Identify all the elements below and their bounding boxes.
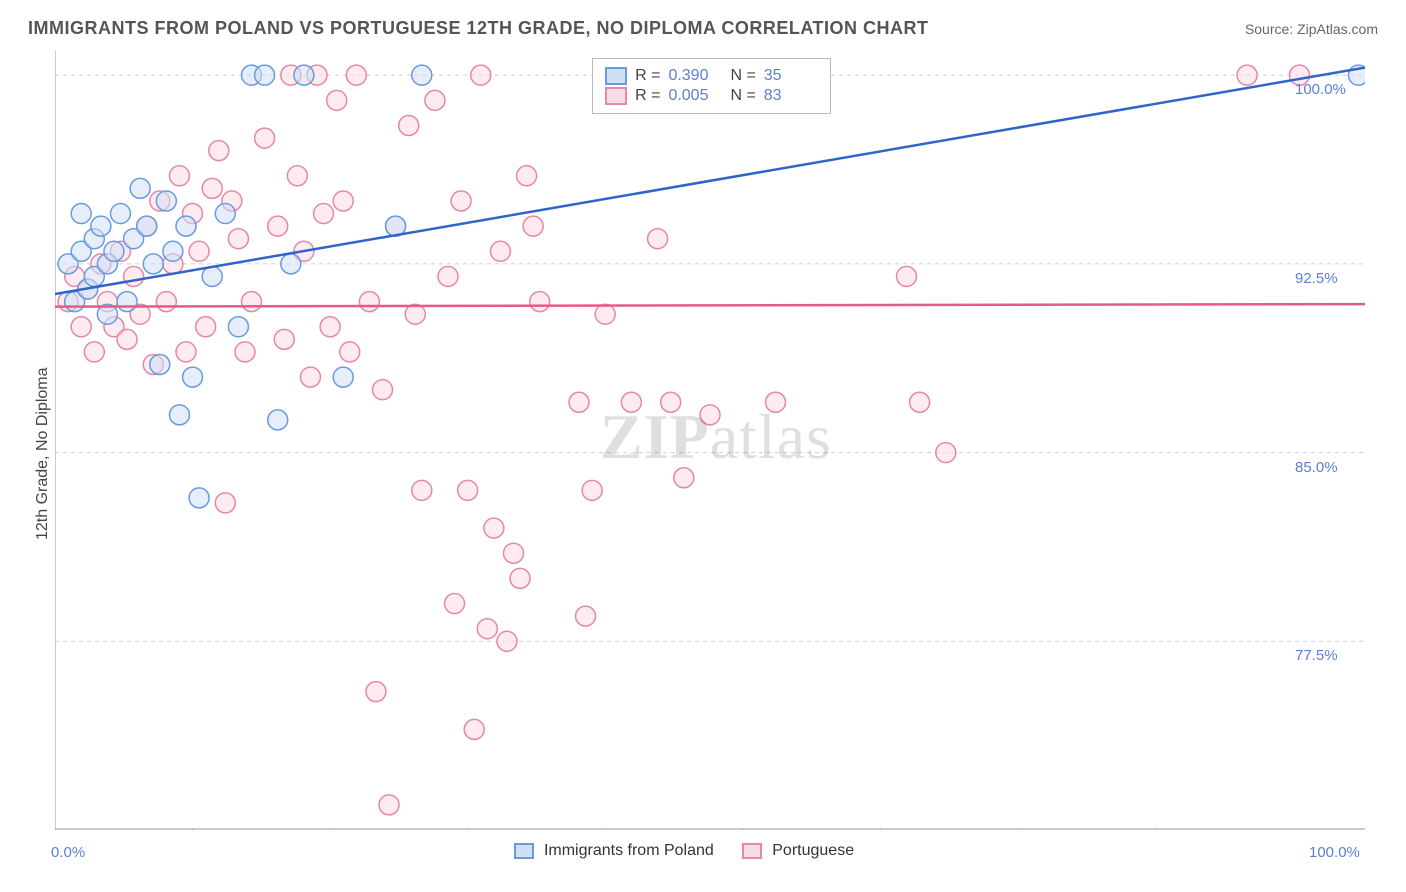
n-label: N = [730, 87, 755, 105]
source-link[interactable]: ZipAtlas.com [1297, 21, 1378, 37]
legend-swatch-portuguese-icon [742, 843, 762, 859]
x-axis-min-label: 0.0% [51, 844, 85, 861]
legend-row-portuguese: R = 0.005 N = 83 [605, 87, 818, 105]
series-legend: Immigrants from Poland Portuguese [514, 842, 855, 860]
r-value-poland: 0.390 [668, 67, 722, 85]
y-tick-label: 85.0% [1295, 459, 1338, 476]
r-label: R = [635, 87, 660, 105]
n-value-poland: 35 [764, 67, 818, 85]
y-axis-label: 12th Grade, No Diploma [34, 367, 52, 540]
legend-label-portuguese: Portuguese [772, 842, 854, 859]
y-tick-label: 100.0% [1295, 81, 1346, 98]
legend-row-poland: R = 0.390 N = 35 [605, 67, 818, 85]
legend-swatch-poland-icon [514, 843, 534, 859]
title-bar: IMMIGRANTS FROM POLAND VS PORTUGUESE 12T… [28, 18, 1378, 39]
chart-container: IMMIGRANTS FROM POLAND VS PORTUGUESE 12T… [0, 0, 1406, 892]
y-tick-label: 92.5% [1295, 270, 1338, 287]
y-tick-label: 77.5% [1295, 647, 1338, 664]
legend-label-poland: Immigrants from Poland [544, 842, 714, 859]
r-value-portuguese: 0.005 [668, 87, 722, 105]
n-label: N = [730, 67, 755, 85]
legend-item-poland: Immigrants from Poland [514, 842, 714, 860]
legend-swatch-portuguese [605, 87, 627, 105]
source-attribution: Source: ZipAtlas.com [1245, 21, 1378, 37]
source-label: Source: [1245, 21, 1293, 37]
x-axis-max-label: 100.0% [1309, 844, 1360, 861]
r-label: R = [635, 67, 660, 85]
legend-item-portuguese: Portuguese [742, 842, 854, 860]
chart-title: IMMIGRANTS FROM POLAND VS PORTUGUESE 12T… [28, 18, 929, 39]
legend-swatch-poland [605, 67, 627, 85]
correlation-legend: R = 0.390 N = 35 R = 0.005 N = 83 [592, 58, 831, 114]
n-value-portuguese: 83 [764, 87, 818, 105]
scatter-plot [55, 50, 1365, 830]
